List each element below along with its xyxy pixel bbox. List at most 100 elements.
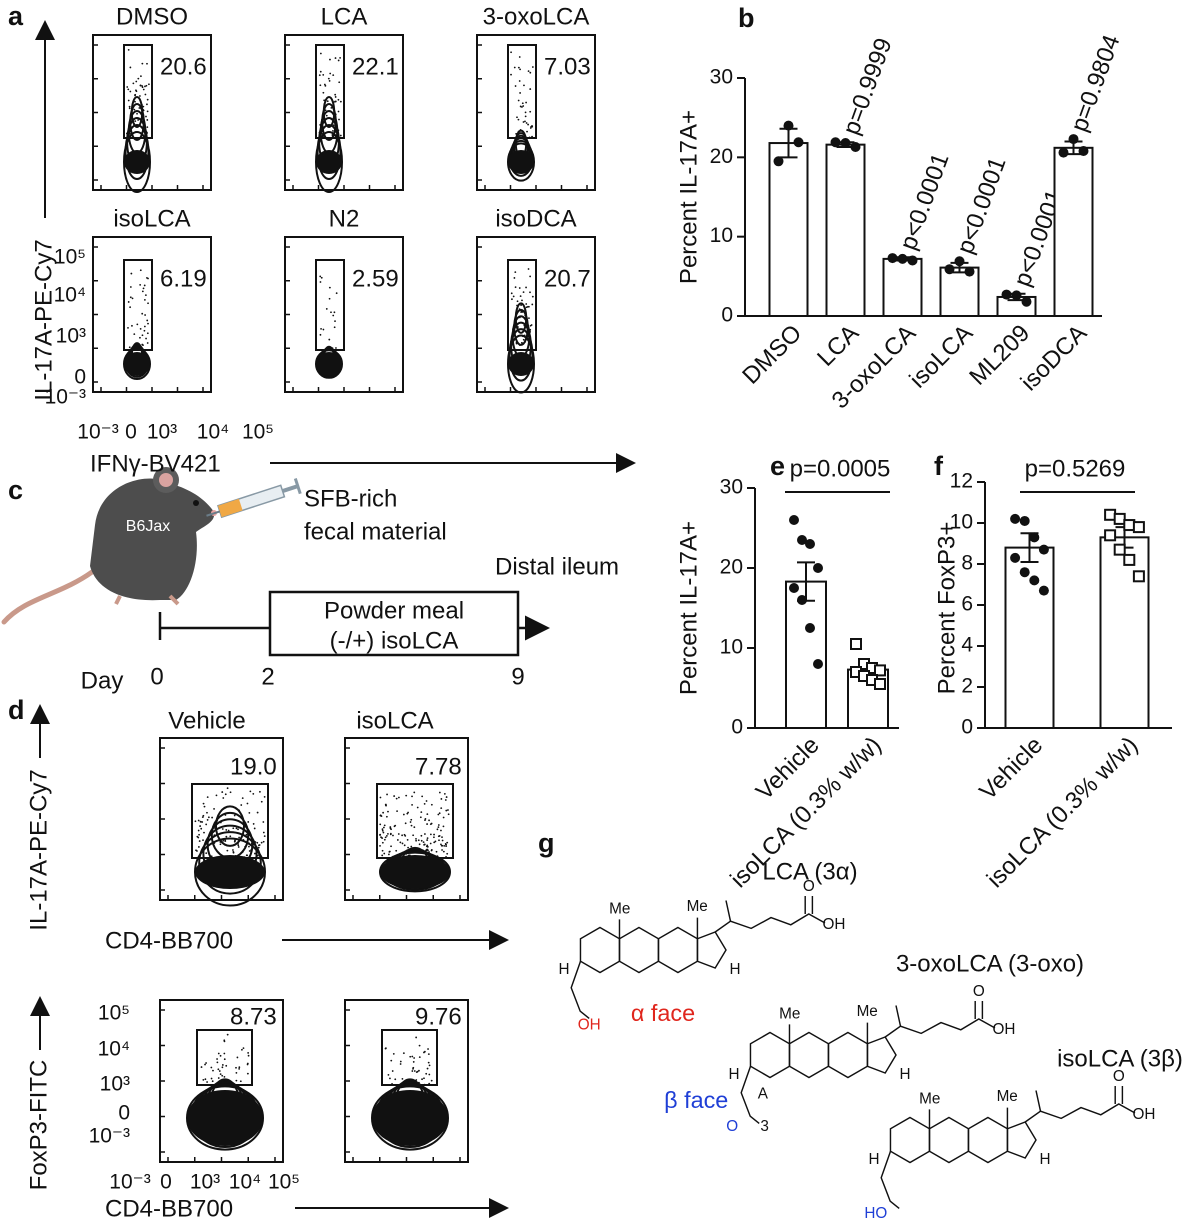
event-dot (517, 99, 520, 102)
event-dot (409, 1055, 412, 1058)
event-dot (523, 84, 525, 87)
event-dot (204, 1078, 207, 1081)
event-dot (205, 852, 208, 855)
endpoint-text: Distal ileum (495, 553, 619, 580)
event-dot (221, 828, 224, 830)
event-dot (143, 284, 146, 287)
event-dot (217, 1068, 220, 1071)
event-dot (514, 286, 517, 289)
ring (696, 931, 727, 969)
event-dot (407, 811, 409, 814)
event-dot (146, 119, 149, 121)
event-dot (410, 845, 413, 848)
contour (316, 124, 342, 180)
event-dot (326, 100, 329, 103)
event-dot (531, 303, 534, 306)
event-dot (388, 853, 390, 856)
mouse-label: B6Jax (126, 518, 170, 535)
x-tick-label: isoLCA (904, 320, 978, 394)
event-dot (411, 1055, 414, 1058)
event-dot (138, 107, 141, 109)
event-dot (385, 815, 388, 818)
event-dot (418, 1044, 421, 1047)
event-dot (413, 826, 416, 829)
event-dot (129, 66, 132, 69)
p-value: p=0.9999 (838, 35, 898, 139)
y-tick-label: 0 (74, 366, 86, 389)
event-dot (529, 110, 532, 113)
event-dot (246, 1072, 249, 1075)
event-dot (202, 1078, 205, 1081)
event-dot (387, 810, 389, 813)
event-dot (330, 311, 332, 314)
event-dot (381, 849, 384, 852)
event-dot (221, 1066, 224, 1069)
event-dot (130, 272, 133, 275)
event-dot (382, 811, 385, 814)
gate (376, 783, 454, 859)
panel-label: a (8, 1, 24, 31)
event-dot (409, 821, 412, 823)
event-dot (402, 1052, 405, 1055)
event-dot (430, 822, 433, 825)
event-dot (426, 845, 429, 848)
event-dot (232, 849, 234, 851)
p-value: p<0.0001 (952, 154, 1012, 258)
event-dot (415, 1036, 418, 1039)
contour-core (187, 1090, 263, 1146)
event-dot (339, 56, 341, 59)
data-point (813, 563, 823, 573)
event-dot (385, 803, 387, 806)
event-dot (262, 821, 265, 823)
event-dot (235, 1066, 237, 1069)
event-dot (143, 329, 146, 332)
event-dot (437, 835, 440, 838)
data-point (944, 264, 955, 275)
event-dot (338, 81, 341, 84)
x-tick-label: 10⁻³ (109, 1171, 150, 1194)
data-point (805, 623, 815, 633)
event-dot (437, 826, 440, 829)
event-dot (203, 831, 205, 834)
event-dot (213, 808, 215, 810)
event-dot (410, 818, 413, 821)
event-dot (142, 88, 145, 91)
data-point (1029, 532, 1040, 543)
atom-label: O (803, 878, 815, 895)
event-dot (330, 106, 333, 109)
event-dot (201, 816, 204, 819)
event-dot (144, 314, 147, 316)
event-dot (442, 816, 445, 819)
event-dot (142, 287, 145, 290)
gate-percent: 19.0 (230, 753, 277, 780)
event-dot (379, 834, 381, 836)
event-dot (529, 71, 532, 74)
event-dot (514, 271, 517, 274)
event-dot (389, 1077, 391, 1080)
event-dot (262, 840, 265, 843)
event-dot (379, 796, 382, 799)
event-dot (388, 850, 391, 853)
event-dot (223, 1076, 226, 1078)
event-dot (328, 297, 331, 300)
event-dot (133, 108, 136, 111)
event-dot (334, 100, 336, 103)
gate (191, 783, 269, 859)
panel-label: g (538, 828, 555, 858)
p-value: p=0.5269 (1025, 455, 1126, 482)
day-tick: 2 (261, 663, 274, 690)
event-dot (197, 846, 200, 848)
event-dot (232, 827, 235, 830)
event-dot (137, 77, 140, 80)
treatment-text: (-/+) isoLCA (330, 627, 459, 654)
event-dot (131, 297, 134, 300)
bar (1004, 546, 1055, 729)
event-dot (127, 48, 130, 51)
event-dot (393, 795, 396, 797)
event-dot (198, 840, 201, 842)
event-dot (332, 130, 334, 132)
event-dot (417, 839, 420, 842)
side-chain (884, 1018, 996, 1038)
data-point (964, 266, 975, 277)
event-dot (445, 843, 447, 846)
